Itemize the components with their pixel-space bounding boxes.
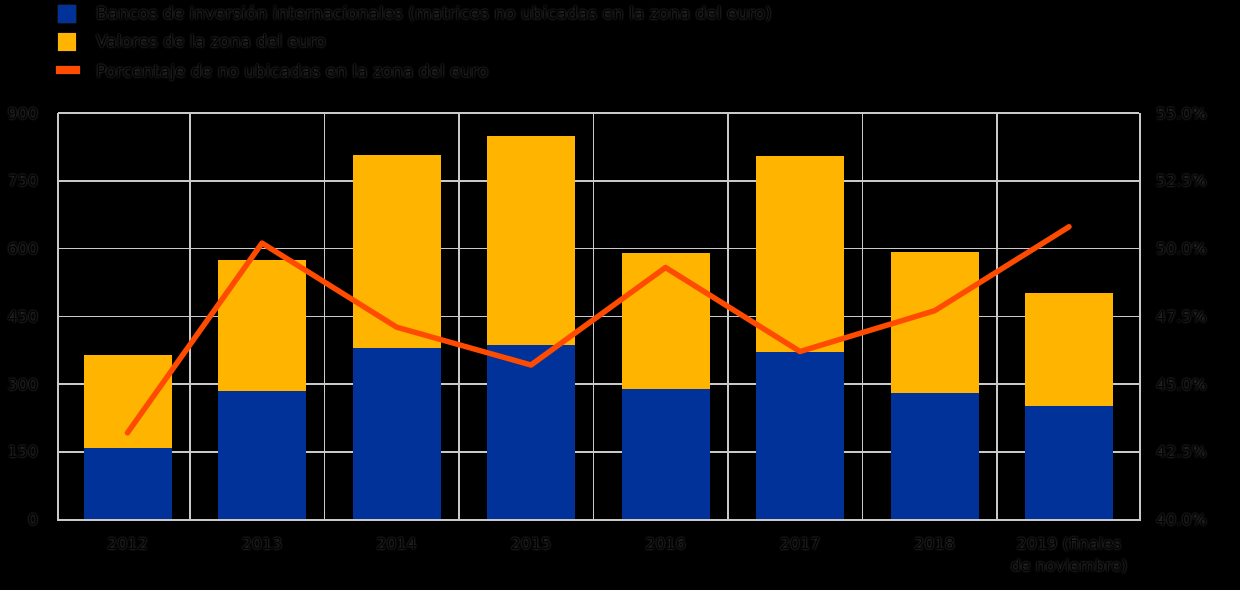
x-axis-tick: 2013 [241, 534, 283, 553]
y-axis-tick-right: 42.5% [1156, 442, 1207, 462]
x-axis-line [56, 519, 1141, 521]
bar-segment-euroarea-securities [1025, 293, 1113, 406]
bar-segment-international-banks [352, 348, 441, 520]
x-axis-tick: 2018 [914, 534, 955, 553]
bar-segment-euroarea-securities [756, 155, 844, 353]
h-gridline [58, 451, 1139, 453]
h-gridline [58, 180, 1139, 182]
legend-label-percentage-line: Porcentaje de no ubicadas en la zona del… [96, 62, 489, 82]
y-axis-tick-left: 600 [7, 239, 38, 258]
y-axis-tick-right: 52.5% [1156, 171, 1207, 191]
legend-label-euroarea-securities: Valores de la zona del euro [96, 32, 326, 52]
v-gridline [323, 113, 326, 520]
v-gridline [458, 113, 460, 520]
legend-label-international-banks: Bancos de inversión internacionales (mat… [96, 4, 772, 24]
x-axis-tick: 2014 [376, 534, 417, 553]
legend-swatch-euroarea-securities [58, 33, 76, 51]
y-axis-tick-left: 300 [7, 374, 38, 394]
h-gridline [58, 383, 1139, 385]
v-gridline [861, 113, 864, 520]
v-gridline [727, 113, 729, 520]
bar-segment-euroarea-securities [621, 253, 710, 389]
h-gridline [58, 112, 1139, 114]
h-gridline [58, 247, 1139, 250]
y-axis-tick-left: 900 [7, 103, 38, 123]
bar-segment-international-banks [487, 345, 575, 520]
x-axis-tick: 2015 [510, 534, 552, 553]
y-axis-tick-left: 750 [7, 171, 38, 191]
y-axis-tick-left: 0 [27, 510, 38, 529]
y-axis-tick-left: 450 [7, 306, 38, 326]
x-axis-tick: 2017 [779, 534, 821, 553]
bar-segment-euroarea-securities [487, 136, 575, 346]
y-axis-line-right [1138, 113, 1141, 521]
bar-segment-international-banks [1025, 405, 1113, 520]
y-axis-tick-right: 55.0% [1156, 103, 1207, 123]
bar-segment-euroarea-securities [352, 155, 441, 349]
y-axis-line-left [56, 113, 59, 521]
trend-line [124, 224, 1072, 436]
y-axis-tick-right: 47.5% [1156, 306, 1207, 326]
bar-segment-international-banks [218, 390, 306, 520]
y-axis-tick-right: 45.0% [1156, 374, 1207, 394]
bar-segment-euroarea-securities [890, 252, 979, 394]
y-axis-tick-left: 150 [7, 442, 38, 462]
bar-segment-international-banks [621, 388, 710, 520]
legend-swatch-percentage-line [56, 66, 80, 74]
v-gridline [592, 113, 595, 520]
x-axis-tick: 2016 [645, 534, 686, 553]
legend-swatch-international-banks [58, 5, 76, 23]
bar-segment-international-banks [890, 393, 979, 520]
x-axis-tick: 2012 [107, 534, 148, 553]
x-axis-tick: 2019 (finales de noviembre) [1010, 534, 1128, 575]
bar-segment-international-banks [756, 352, 844, 520]
v-gridline [996, 113, 998, 520]
y-axis-tick-right: 40.0% [1156, 510, 1207, 529]
bar-segment-international-banks [83, 448, 172, 520]
y-axis-tick-right: 50.0% [1156, 239, 1207, 258]
v-gridline [189, 113, 191, 520]
